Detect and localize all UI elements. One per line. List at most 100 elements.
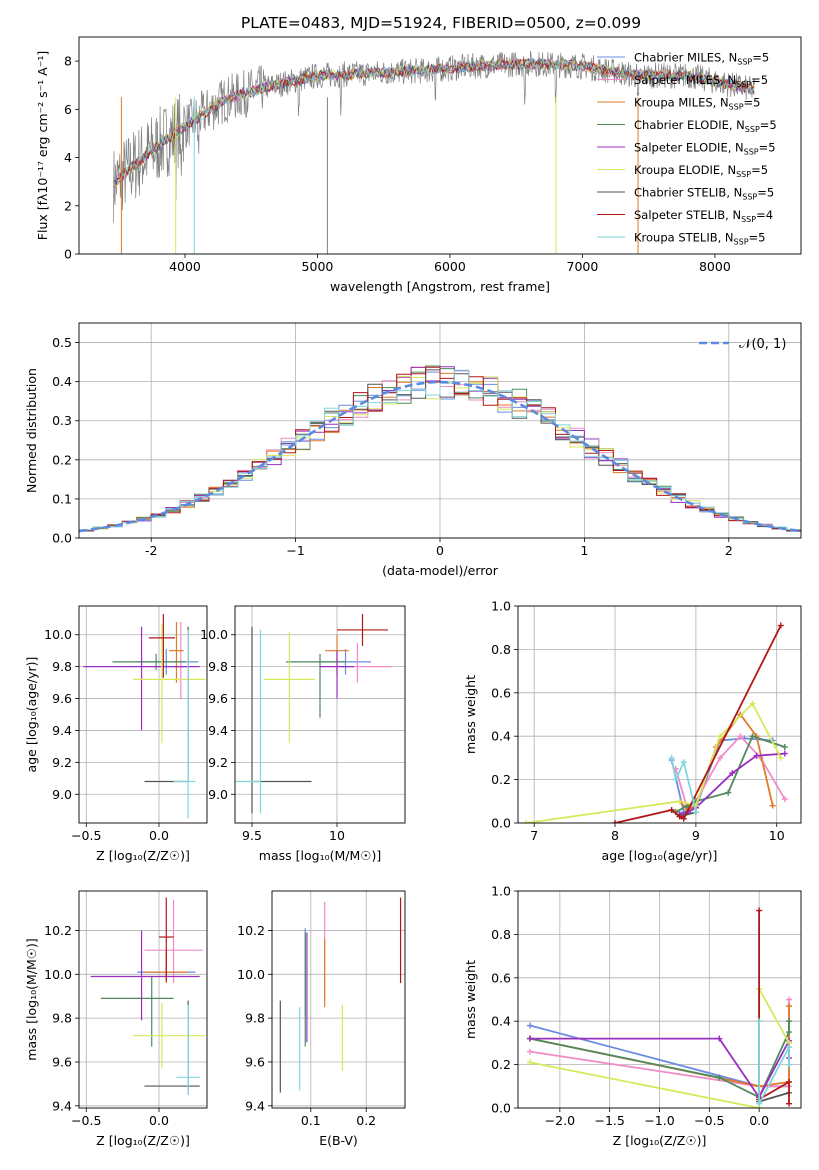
y-tick-label: 10.2 [237,923,265,938]
y-tick-label: 9.0 [52,787,72,802]
weight-point-marker [777,754,784,761]
axes-frame [78,605,208,824]
weight-point-marker [668,806,675,813]
x-axis-label: Z [log₁₀(Z/Z☉)] [96,1133,190,1148]
weight-series-line [675,735,786,813]
y-tick-label: 0.0 [52,531,72,546]
y-tick-label: 9.8 [52,1011,72,1026]
x-tick-label: 9 [692,828,700,843]
y-tick-label: 0 [64,247,72,262]
x-axis-label: age [log₁₀(age/yr)] [602,848,718,863]
weight-point-marker [729,770,736,777]
y-tick-label: 0.6 [491,970,511,985]
weight-point-marker [526,1022,533,1029]
weight-point-marker [668,754,675,761]
y-tick-label: 0.5 [52,335,72,350]
age-vs-metallicity-panel: −0.5 0.0 9.0 9.2 9.4 9.6 9.8 10.0 Z [log₁₀(Z/Z☉)… [24,605,208,863]
figure-title: PLATE=0483, MJD=51924, FIBERID=0500, z=0… [241,14,641,32]
x-tick-label: 0.2 [356,1113,376,1128]
y-tick-label: 9.6 [245,1054,265,1069]
y-tick-label: 9.4 [52,1098,72,1113]
weight-point-marker [526,1059,533,1066]
legend-label: Salpeter ELODIE, NSSP=5 [634,141,776,157]
weight-point-marker [523,820,530,823]
weight-point-marker [692,809,699,816]
y-tick-label: 9.6 [208,691,228,706]
weight-series-line [670,757,697,813]
gaussian-legend-label: 𝒩(0, 1) [739,337,786,352]
weight-point-marker [676,798,683,805]
weight-point-marker [680,759,687,766]
x-tick-label: 8 [611,828,619,843]
weight-point-marker [753,752,760,759]
legend-label: Chabrier STELIB, NSSP=5 [634,186,774,202]
model-spectrum-line [113,57,755,185]
x-tick-label: 10 [769,828,785,843]
weight-series-line [525,702,782,823]
y-tick-label: 10.0 [44,627,72,642]
axes-frame [271,890,406,1109]
weight-point-marker [781,796,788,803]
weight-point-marker [756,1100,763,1107]
x-tick-label: 0 [436,543,444,558]
weight-point-marker [756,907,763,914]
y-tick-label: 8 [64,54,72,69]
y-tick-label: 0.8 [491,927,511,942]
legend-label: Chabrier MILES, NSSP=5 [634,51,769,67]
y-tick-label: 0.1 [52,491,72,506]
y-tick-label: 9.4 [52,723,72,738]
weight-point-marker [717,754,724,761]
y-tick-label: 0.0 [491,816,511,831]
residual-histogram-panel: -2 −1 0 1 2 0.0 0.1 0.2 0.3 0.4 0.5 (data-model)/er… [24,322,802,578]
x-tick-label: 6000 [434,259,466,274]
y-tick-label: 9.0 [208,787,228,802]
x-tick-label: -2 [145,543,157,558]
axes-frame [234,605,406,824]
mass-vs-ebv-panel: 0.1 0.2 9.4 9.6 9.8 10.0 10.2 E(B-V) [237,890,406,1148]
x-axis-label: Z [log₁₀(Z/Z☉)] [96,848,190,863]
y-tick-label: 9.4 [208,723,228,738]
x-tick-label: −1.0 [644,1113,674,1128]
y-tick-label: 1.0 [491,599,511,614]
y-axis-label: Normed distribution [24,368,39,493]
weight-point-marker [786,1061,793,1068]
y-tick-label: 9.8 [52,659,72,674]
x-tick-label: −1.5 [594,1113,624,1128]
y-tick-label: 0.4 [52,374,72,389]
legend-label: Chabrier ELODIE, NSSP=5 [634,118,777,134]
y-tick-label: 9.6 [52,1054,72,1069]
weight-point-marker [786,1078,793,1085]
x-tick-label: 1 [580,543,588,558]
weight-series-line [758,1021,790,1105]
x-tick-label: −1 [286,543,304,558]
age-vs-mass-panel: 9.5 10 9.0 9.2 9.4 9.6 9.8 10.0 mass [log₁₀(M/M☉… [200,605,406,863]
x-tick-label: 7000 [567,259,599,274]
model-spectrum-line [113,58,755,181]
y-tick-label: 0.0 [491,1101,511,1116]
y-tick-label: 10.0 [44,967,72,982]
legend-label: Salpeter STELIB, NSSP=4 [634,208,773,224]
y-axis-label: mass weight [463,960,478,1039]
y-tick-label: 6 [64,102,72,117]
y-tick-label: 4 [64,150,72,165]
x-tick-label: 0.1 [301,1113,321,1128]
weight-point-marker [756,1018,763,1025]
weight-point-marker [777,622,784,629]
y-axis-label: Flux [fλ10⁻¹⁷ erg cm⁻² s⁻¹ A⁻¹] [35,51,50,240]
y-tick-label: 9.8 [245,1011,265,1026]
y-tick-label: 9.2 [208,755,228,770]
weight-vs-metallicity-panel: −2.0 −1.5 −1.0 −0.5 0.0 0.0 0.2 0.4 0.6 0.8 1.0 Z [… [463,884,802,1148]
weight-point-marker [680,815,687,822]
y-tick-label: 0.6 [491,685,511,700]
x-tick-label: 7 [530,828,538,843]
spectrum-panel: 4000 5000 6000 7000 8000 0 2 4 6 8 wavelength [Ang… [35,36,802,294]
x-tick-label: 0.0 [149,1113,169,1128]
y-tick-label: 10.0 [237,967,265,982]
weight-point-marker [716,1074,723,1081]
y-tick-label: 1.0 [491,884,511,899]
legend-label: Kroupa MILES, NSSP=5 [634,96,760,112]
y-axis-label: mass weight [463,675,478,754]
legend-label: Kroupa STELIB, NSSP=5 [634,231,765,247]
x-axis-label: mass [log₁₀(M/M☉)] [259,848,381,863]
